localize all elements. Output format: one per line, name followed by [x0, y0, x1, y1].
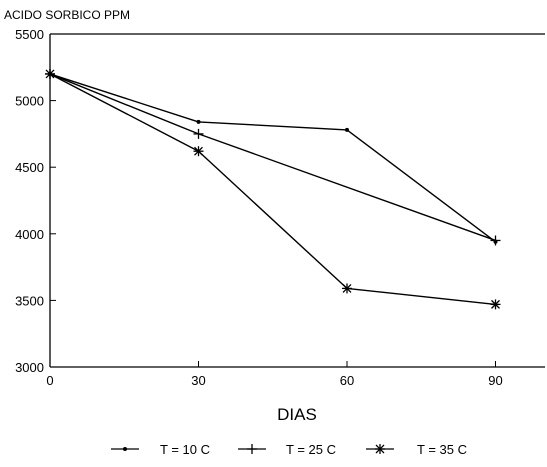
- series-2-point-2: [342, 283, 352, 294]
- y-tick-label-3: 4500: [15, 160, 44, 175]
- x-tick-label-3: 90: [488, 373, 502, 388]
- legend-marker-1: [247, 444, 257, 454]
- series-group: [45, 68, 501, 310]
- series-0-point-2: [345, 127, 349, 132]
- series-1-point-2: [490, 235, 501, 246]
- y-tick-label-4: 5000: [15, 94, 44, 109]
- y-tick-label-0: 3000: [15, 360, 44, 375]
- legend-marker-0-dot: [123, 447, 127, 451]
- series-0-line: [49, 73, 496, 243]
- series-2-point-1-d2: [194, 146, 203, 156]
- legend-label-0: T = 10 C: [160, 442, 210, 457]
- axis-ticks: 3000 3500 4000 4500 5000 5500 0 30 60 90: [15, 27, 503, 388]
- legend-marker-2-d2: [375, 444, 385, 454]
- y-tick-label-1: 3500: [15, 293, 44, 308]
- series-2-point-3-d2: [491, 299, 500, 309]
- series-0-point-1-dot: [196, 119, 201, 124]
- x-tick-label-2: 60: [340, 373, 354, 388]
- series-2-point-3: [490, 299, 501, 310]
- y-tick-label-2: 4000: [15, 227, 44, 242]
- series-2-point-0-d2: [45, 69, 55, 79]
- y-tick-label-5: 5500: [15, 27, 44, 42]
- y-axis-title: ACIDO SORBICO PPM: [4, 8, 130, 22]
- x-axis-title: DIAS: [277, 405, 317, 424]
- series-2-point-2-d2: [342, 283, 352, 293]
- x-tick-label-0: 0: [46, 373, 53, 388]
- series-0-point-2-dot: [345, 127, 349, 132]
- series-2-line: [49, 73, 496, 306]
- legend-marker-2: [375, 444, 385, 454]
- series-1-line: [49, 73, 496, 242]
- series-0-point-1: [196, 119, 201, 124]
- legend-label-2: T = 35 C: [417, 442, 467, 457]
- series-1-point-1: [193, 128, 204, 139]
- series-2-point-1: [193, 146, 204, 157]
- legend-marker-0: [123, 447, 127, 451]
- plot-frame: [49, 33, 545, 368]
- legend: T = 10 C T = 25 C T = 35 C: [111, 442, 467, 457]
- legend-label-1: T = 25 C: [286, 442, 336, 457]
- series-2-point-0: [45, 68, 55, 79]
- x-tick-label-1: 30: [191, 373, 205, 388]
